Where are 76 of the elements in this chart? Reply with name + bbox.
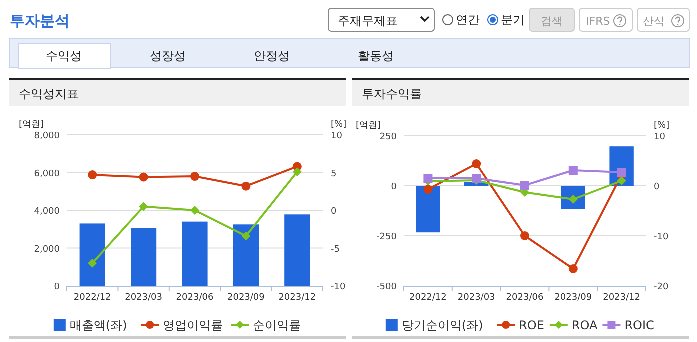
point — [472, 160, 482, 168]
point — [424, 185, 433, 194]
y-tick-label: 6,000 — [34, 169, 60, 180]
point — [190, 206, 200, 215]
y2-tick-label: -10 — [654, 232, 669, 242]
y2-tick-label: 0 — [331, 207, 337, 217]
point — [139, 202, 148, 212]
y-axis-title: [억원] — [356, 121, 382, 131]
y-tick-label: 250 — [380, 132, 398, 142]
y2-tick-label: -20 — [654, 282, 669, 292]
x-tick-label: 2023/09 — [554, 293, 592, 303]
x-tick-label: 2023/09 — [228, 293, 266, 303]
point — [520, 181, 530, 190]
chart-title: 투자수익률 — [362, 87, 422, 101]
text: 분기 — [501, 13, 525, 27]
bar — [416, 186, 440, 233]
text: 주재무제표 — [338, 14, 398, 28]
text: 연간 — [456, 13, 480, 27]
point — [242, 232, 251, 241]
y-tick-label: 2,000 — [34, 244, 60, 255]
point — [568, 264, 578, 274]
y-tick-label: 0 — [391, 182, 398, 192]
bar — [80, 224, 106, 286]
point — [242, 182, 251, 191]
chart-title: 수익성지표 — [19, 87, 79, 101]
y-tick-label: 8,000 — [34, 132, 60, 142]
y-tick-label: 0 — [54, 282, 60, 292]
y-tick-label: -500 — [376, 282, 398, 292]
y2-tick-label: 5 — [331, 169, 337, 180]
y2-axis-title: [%] — [654, 121, 670, 131]
legend-label: 매출액(좌) — [70, 318, 128, 332]
bar — [284, 214, 310, 286]
text: 수익성 — [46, 49, 82, 63]
text: 검색 — [541, 15, 563, 28]
legend-label: 당기순이익(좌) — [402, 318, 484, 332]
point — [617, 176, 626, 186]
legend-label: ROA — [572, 318, 598, 332]
x-tick-label: 2023/12 — [603, 293, 640, 303]
legend-label: 영업이익률 — [163, 318, 224, 332]
text: 산식 — [643, 15, 665, 28]
x-tick-label: 2022/12 — [74, 293, 112, 303]
point — [139, 172, 148, 182]
point — [520, 232, 530, 240]
y2-tick-label: -5 — [331, 244, 340, 255]
y2-axis-title: [%] — [331, 120, 347, 130]
point — [292, 167, 302, 176]
point — [568, 166, 578, 175]
text: 안정성 — [254, 49, 290, 63]
point — [617, 168, 626, 177]
text: 투자분석 — [10, 12, 70, 30]
y-tick-label: 4,000 — [34, 207, 60, 217]
point — [88, 170, 98, 180]
text: 활동성 — [358, 49, 394, 63]
bar — [182, 222, 208, 286]
y-axis-title: [억원] — [19, 120, 44, 130]
y2-tick-label: 0 — [654, 182, 660, 192]
x-tick-label: 2023/03 — [125, 293, 162, 303]
y2-tick-label: 10 — [654, 132, 666, 142]
point — [88, 258, 98, 268]
bar — [233, 224, 259, 286]
x-tick-label: 2023/06 — [176, 293, 214, 303]
x-tick-label: 2022/12 — [410, 293, 447, 303]
point — [190, 172, 200, 182]
x-tick-label: 2023/03 — [458, 293, 496, 303]
y-tick-label: -250 — [376, 232, 398, 242]
legend-label: ROIC — [624, 318, 654, 332]
legend-label: 순이익률 — [253, 318, 302, 332]
y2-tick-label: 10 — [331, 132, 343, 142]
x-tick-label: 2023/06 — [506, 293, 544, 303]
text: IFRS — [586, 15, 610, 28]
x-tick-label: 2023/12 — [278, 293, 316, 303]
text: 성장성 — [150, 49, 186, 63]
y2-tick-label: -10 — [331, 282, 346, 292]
bar — [131, 228, 157, 286]
legend-label: ROE — [519, 318, 544, 332]
point — [424, 174, 433, 183]
